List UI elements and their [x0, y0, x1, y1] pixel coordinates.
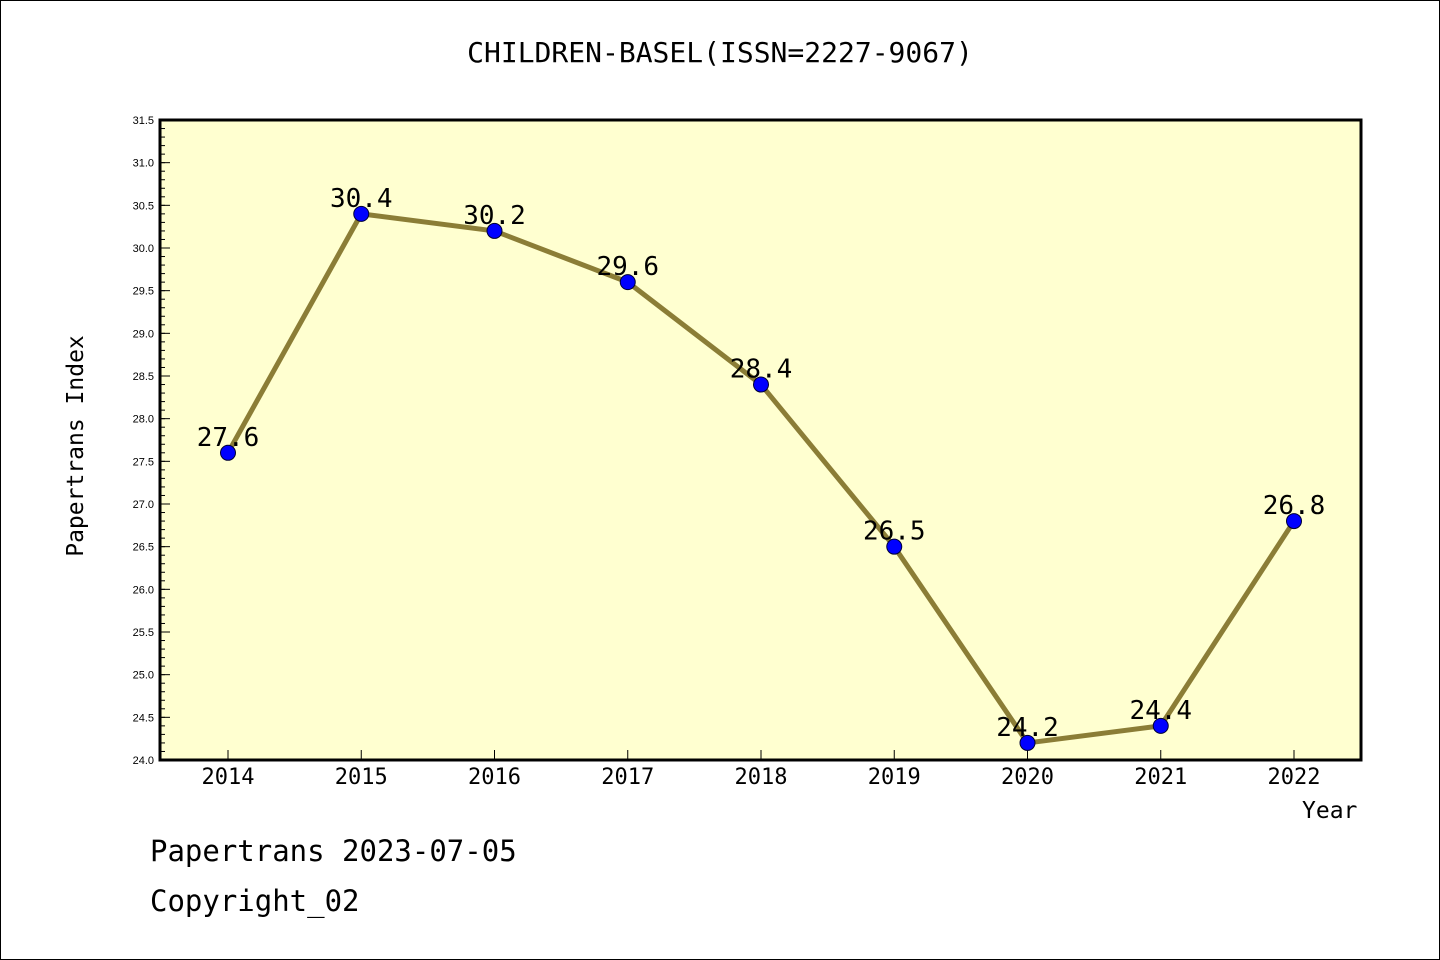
x-tick-label: 2017 — [601, 765, 654, 790]
x-tick-label: 2018 — [735, 765, 788, 790]
data-point — [1286, 513, 1302, 530]
footer-copyright-line: Copyright_02 — [150, 884, 360, 918]
y-tick-label: 26.5 — [133, 542, 154, 554]
data-label: 28.4 — [730, 355, 793, 385]
data-point — [220, 444, 236, 461]
chart-title: CHILDREN-BASEL(ISSN=2227-9067) — [467, 36, 973, 69]
x-tick-label: 2014 — [202, 765, 255, 790]
y-tick-label: 31.0 — [133, 158, 154, 170]
data-label: 27.6 — [197, 423, 260, 453]
data-point — [1019, 734, 1036, 751]
y-tick-label: 26.0 — [133, 584, 154, 596]
data-label: 26.8 — [1263, 491, 1326, 521]
data-label: 26.5 — [863, 517, 926, 547]
data-label: 30.2 — [463, 201, 526, 231]
y-tick-label: 30.0 — [133, 243, 154, 255]
x-tick-label: 2016 — [468, 765, 521, 790]
data-label: 29.6 — [596, 252, 659, 282]
data-point — [886, 538, 903, 555]
y-tick-label: 25.0 — [133, 670, 154, 682]
data-label: 24.4 — [1129, 696, 1192, 726]
y-tick-label: 28.5 — [133, 371, 154, 383]
y-tick-label: 24.5 — [133, 712, 154, 724]
y-tick-label: 25.5 — [133, 627, 154, 639]
y-tick-label: 29.5 — [133, 286, 154, 298]
x-axis-label: Year — [1302, 798, 1358, 824]
data-point — [753, 376, 769, 393]
y-tick-label: 24.0 — [133, 755, 154, 767]
y-tick-label: 28.0 — [133, 414, 154, 426]
x-tick-label: 2021 — [1134, 765, 1187, 790]
plot-border — [158, 118, 1363, 762]
data-point — [353, 205, 370, 222]
y-tick-label: 30.5 — [133, 200, 154, 212]
x-tick-label: 2019 — [868, 765, 921, 790]
plot-area — [160, 120, 1361, 760]
y-tick-label: 27.5 — [133, 456, 154, 468]
data-point — [486, 222, 503, 239]
y-tick-label: 27.0 — [133, 499, 154, 511]
x-tick-label: 2020 — [1001, 765, 1054, 790]
x-tick-label: 2022 — [1268, 765, 1321, 790]
y-tick-label: 29.0 — [133, 328, 154, 340]
data-point — [1152, 717, 1169, 734]
y-tick-label: 31.5 — [133, 115, 154, 127]
x-tick-label: 2015 — [335, 765, 388, 790]
data-point — [619, 274, 636, 291]
data-label: 30.4 — [330, 184, 393, 214]
footer-date-line: Papertrans 2023-07-05 — [150, 834, 517, 868]
data-label: 24.2 — [996, 713, 1059, 743]
